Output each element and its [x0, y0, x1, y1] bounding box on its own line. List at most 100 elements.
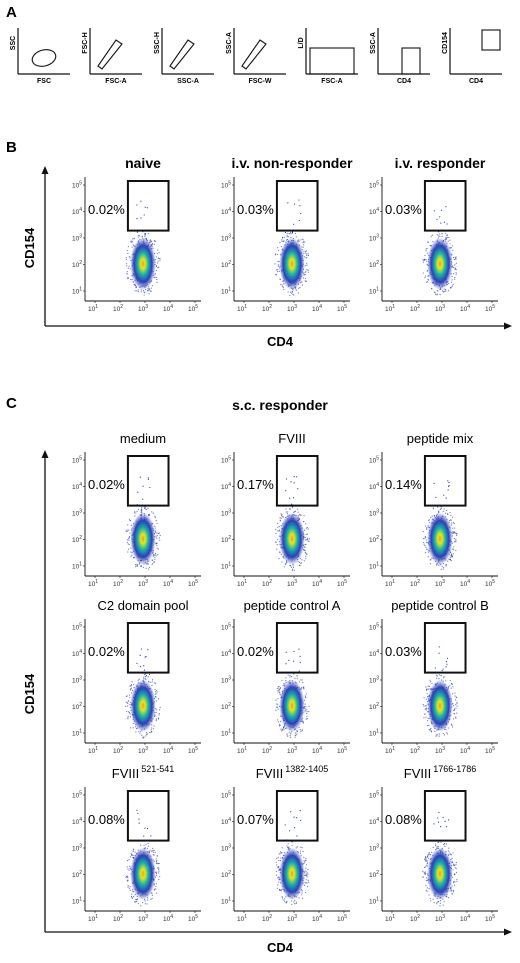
x-tick-label: 101 — [88, 304, 98, 313]
x-tick-label: 102 — [113, 914, 123, 923]
y-tick-label: 102 — [369, 260, 379, 269]
y-tick-label: 104 — [221, 207, 231, 216]
x-tick-label: 102 — [410, 304, 420, 313]
y-tick-label: 105 — [369, 181, 379, 190]
x-tick-label: 104 — [312, 579, 322, 588]
gating-y-label: SSC-A — [370, 32, 377, 54]
x-tick-label: 101 — [237, 746, 247, 755]
y-tick-label: 104 — [72, 482, 82, 491]
cd154-gate — [126, 622, 170, 674]
x-tick-label: 104 — [163, 914, 173, 923]
x-tick-label: 101 — [237, 914, 247, 923]
panel-c-y-arrow — [41, 450, 49, 458]
y-tick-label: 104 — [369, 482, 379, 491]
x-tick-label: 102 — [262, 579, 272, 588]
flow-plot: peptide mix 101 101 102 102 103 103 104 104 105 10… — [369, 431, 498, 588]
x-tick-label: 105 — [337, 304, 347, 313]
y-tick-label: 103 — [72, 234, 82, 243]
y-tick-label: 102 — [221, 260, 231, 269]
plot-title: naive — [125, 155, 161, 171]
y-tick-label: 101 — [72, 897, 82, 906]
cd154-gate — [126, 180, 170, 232]
gate-percent: 0.03% — [385, 202, 422, 217]
y-tick-label: 101 — [369, 562, 379, 571]
gating-step: SSC-H SSC-A — [154, 28, 214, 85]
x-tick-label: 104 — [460, 914, 470, 923]
density-core — [130, 679, 156, 732]
flow-plot: FVIII 521-541 101 101 102 102 103 103 104 104 105 1… — [72, 764, 201, 923]
y-tick-label: 103 — [72, 676, 82, 685]
flow-plot: peptide control B 101 101 102 102 103 103 104 10… — [369, 598, 498, 755]
gating-y-label: SSC — [10, 36, 17, 50]
panel-b-y-axis-label: CD154 — [22, 227, 37, 268]
y-tick-label: 105 — [221, 791, 231, 800]
y-tick-label: 101 — [221, 287, 231, 296]
gating-step: FSC-H FSC-A — [82, 28, 142, 85]
x-tick-label: 104 — [163, 746, 173, 755]
x-tick-label: 102 — [113, 304, 123, 313]
x-tick-label: 105 — [485, 914, 495, 923]
x-tick-label: 101 — [88, 914, 98, 923]
plot-title: peptide control B — [391, 598, 489, 613]
cd154-gate — [275, 790, 319, 842]
y-tick-label: 101 — [369, 287, 379, 296]
gate-percent: 0.02% — [88, 202, 125, 217]
density-core — [427, 512, 453, 565]
gate-percent: 0.02% — [88, 644, 125, 659]
gating-x-label: CD4 — [469, 78, 483, 85]
x-tick-label: 105 — [337, 914, 347, 923]
density-core — [130, 237, 156, 290]
panel-label-b: B — [6, 139, 17, 156]
gating-y-label: FSC-H — [82, 32, 89, 53]
plot-title: FVIII 1382-1405 — [256, 764, 329, 781]
gating-step: L/D FSC-A — [298, 28, 358, 85]
x-tick-label: 102 — [113, 579, 123, 588]
y-tick-label: 104 — [369, 207, 379, 216]
cd154-gate — [275, 622, 319, 674]
x-tick-label: 103 — [138, 746, 148, 755]
y-tick-label: 104 — [221, 482, 231, 491]
x-tick-label: 104 — [460, 579, 470, 588]
gate-diagonal — [97, 39, 123, 70]
x-tick-label: 105 — [485, 579, 495, 588]
cd154-gate — [275, 180, 319, 232]
x-tick-label: 102 — [410, 579, 420, 588]
panel-c: s.c. responder CD154 CD4 medium 101 101 102… — [22, 397, 512, 955]
plot-title: FVIII 1766-1786 — [404, 764, 477, 781]
y-tick-label: 101 — [72, 729, 82, 738]
density-core — [130, 512, 156, 565]
x-tick-label: 104 — [312, 914, 322, 923]
panel-c-y-axis-label: CD154 — [22, 673, 37, 714]
x-tick-label: 104 — [460, 304, 470, 313]
density-core — [279, 847, 305, 900]
x-tick-label: 103 — [435, 304, 445, 313]
plot-title-superscript: 521-541 — [141, 764, 174, 774]
density-core — [279, 679, 305, 732]
flow-plot: i.v. non-responder 101 101 102 102 103 103 104 1… — [221, 155, 353, 313]
y-tick-label: 102 — [72, 702, 82, 711]
y-tick-label: 101 — [72, 287, 82, 296]
gating-y-label: L/D — [298, 37, 305, 48]
gating-y-label: SSC-H — [154, 32, 161, 54]
y-tick-label: 101 — [369, 729, 379, 738]
panel-c-title: s.c. responder — [232, 397, 328, 413]
y-tick-label: 102 — [221, 535, 231, 544]
gating-y-label: CD154 — [442, 32, 449, 54]
x-tick-label: 104 — [460, 746, 470, 755]
flow-plot: medium 101 101 102 102 103 103 104 104 105 105 0.02… — [72, 431, 201, 588]
plot-title: i.v. non-responder — [231, 155, 353, 171]
x-tick-label: 103 — [287, 579, 297, 588]
gating-strategy: SSC FSC FSC-H FSC-A SSC-H SSC-A SSC-A FSC-W L/D F… — [10, 28, 502, 85]
gating-step: SSC-A FSC-W — [226, 28, 286, 85]
y-tick-label: 103 — [369, 509, 379, 518]
x-tick-label: 102 — [262, 304, 272, 313]
gating-x-label: SSC-A — [177, 78, 199, 85]
y-tick-label: 103 — [221, 509, 231, 518]
y-tick-label: 105 — [369, 623, 379, 632]
y-tick-label: 105 — [72, 623, 82, 632]
gating-x-label: FSC-W — [249, 78, 272, 85]
y-tick-label: 103 — [72, 509, 82, 518]
x-tick-label: 105 — [337, 579, 347, 588]
y-tick-label: 105 — [72, 791, 82, 800]
